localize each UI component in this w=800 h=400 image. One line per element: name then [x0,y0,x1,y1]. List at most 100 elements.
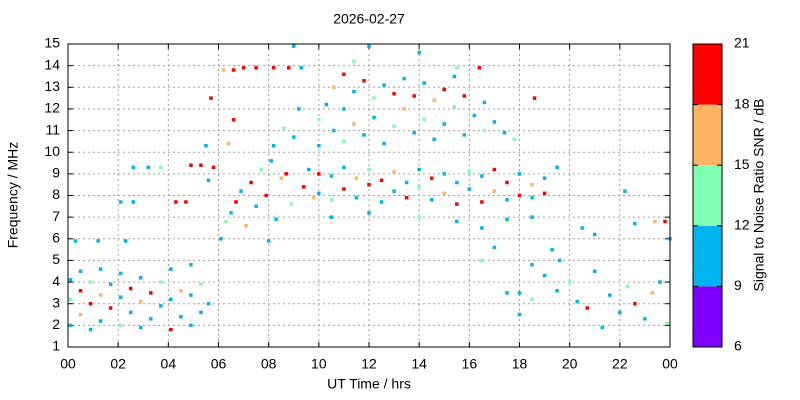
point [452,105,457,109]
point [284,172,288,176]
colorbar-band [693,286,722,347]
x-tick-label: 00 [60,356,76,372]
y-tick-label: 4 [52,273,60,289]
x-tick-label: 16 [462,356,478,372]
x-tick-label: 00 [662,356,678,372]
point [269,159,273,163]
point [342,187,346,191]
point [663,219,667,224]
point [271,66,276,70]
y-tick-label: 10 [44,143,60,159]
point [379,178,384,183]
point [480,200,484,204]
point [530,195,534,200]
point [189,263,193,267]
point [492,120,497,124]
point [580,226,584,230]
point [169,267,173,271]
point [625,284,630,289]
point [517,291,522,295]
point [372,96,376,100]
point [542,273,547,278]
point [118,323,123,328]
point [307,167,311,172]
point [206,178,211,183]
point [317,191,321,196]
x-tick-label: 22 [612,356,628,372]
point [467,187,472,191]
point [452,74,457,79]
x-tick-label: 20 [562,356,578,372]
point [138,325,143,330]
y-tick-label: 11 [45,121,60,137]
point [131,165,135,170]
point [505,198,509,202]
point [555,288,559,293]
point [362,133,366,137]
point [98,267,103,271]
point [88,327,93,332]
point [329,215,334,219]
colorbar-tick-label: 21 [734,35,750,51]
point [179,314,183,319]
colorbar-tick-label: 9 [734,277,742,293]
point [472,113,477,118]
point [266,239,271,243]
point [68,297,73,302]
point [417,50,421,55]
point [404,195,409,200]
point [462,94,467,98]
point [480,258,484,263]
point [482,128,487,133]
point [146,165,151,170]
y-tick-label: 8 [52,186,60,202]
point [367,211,371,215]
point [600,325,605,330]
point [98,293,103,297]
point [352,89,356,94]
point [429,198,434,202]
point [289,202,293,206]
point [286,66,291,70]
point [229,211,233,215]
point [422,118,426,122]
point [189,293,193,297]
point [480,226,484,230]
point [149,317,153,321]
point [199,282,203,286]
chart-title: 2026-02-27 [333,11,405,27]
point [455,219,459,224]
point [382,141,386,146]
point [392,169,396,174]
point [555,165,559,170]
point [608,293,612,297]
point [149,291,153,295]
point [244,224,248,228]
x-tick-label: 12 [361,356,377,372]
point [98,319,103,323]
point [254,66,258,70]
colorbar-band [693,165,722,226]
point [224,219,228,224]
point [128,286,133,291]
point [593,232,597,237]
point [259,167,263,172]
point [462,133,467,137]
point [159,304,163,308]
point [189,323,193,328]
point [567,280,572,284]
point [209,96,213,100]
point [480,174,484,178]
point [505,180,509,185]
point [505,217,509,222]
point [482,100,487,105]
point [292,135,296,139]
colorbar-tick-label: 15 [734,156,750,172]
point [179,288,183,293]
point [219,237,223,241]
x-tick-label: 06 [211,356,227,372]
point [517,312,522,317]
point [643,317,647,321]
point [299,66,304,70]
point [530,297,534,302]
